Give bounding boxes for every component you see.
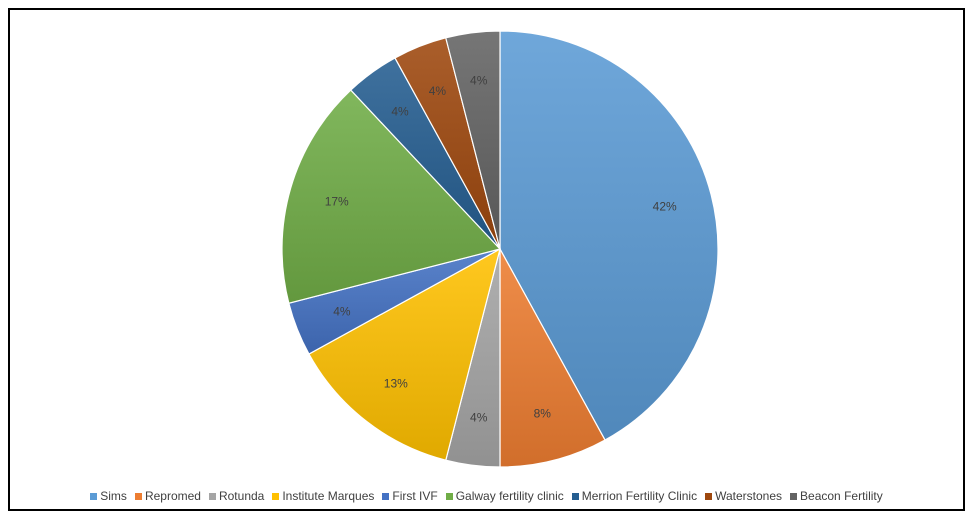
- pie-slice-sims: [499, 30, 719, 441]
- legend-swatch: [90, 492, 98, 500]
- legend-label: Waterstones: [715, 489, 783, 503]
- legend-item-first-ivf: First IVF: [382, 489, 438, 503]
- legend-item-galway-fertility-clinic: Galway fertility clinic: [445, 489, 564, 503]
- legend-item-institute-marques: Institute Marques: [272, 489, 374, 503]
- pie-slice-repromed: [499, 248, 606, 468]
- legend-swatch: [445, 492, 453, 500]
- chart-area: 42% 8% 4% 13% 4% 17% 4% 4% 4% Sims Repromed Rotund…: [8, 8, 965, 511]
- legend-item-repromed: Repromed: [134, 489, 201, 503]
- data-label-institute-marques: 13%: [384, 376, 408, 390]
- legend-swatch: [705, 492, 713, 500]
- pie-slice-galway-fertility-clinic: [281, 89, 502, 304]
- legend-item-merrion-fertility-clinic: Merrion Fertility Clinic: [571, 489, 698, 503]
- legend-label: First IVF: [392, 489, 438, 503]
- data-label-merrion-fertility-clinic: 4%: [391, 104, 409, 118]
- data-label-repromed: 8%: [534, 407, 552, 421]
- data-label-rotunda: 4%: [470, 411, 488, 425]
- data-label-galway-fertility-clinic: 17%: [325, 195, 349, 209]
- legend-swatch: [571, 492, 579, 500]
- legend-label: Sims: [100, 489, 127, 503]
- legend-label: Beacon Fertility: [800, 489, 883, 503]
- pie-labels: 42% 8% 4% 13% 4% 17% 4% 4% 4%: [325, 73, 677, 424]
- legend-label: Repromed: [144, 489, 201, 503]
- pie-slices: [281, 30, 719, 468]
- legend-swatch: [134, 492, 142, 500]
- legend-swatch: [790, 492, 798, 500]
- legend-item-waterstones: Waterstones: [705, 489, 782, 503]
- legend-swatch: [382, 492, 390, 500]
- legend-swatch: [272, 492, 280, 500]
- pie-chart: 42% 8% 4% 13% 4% 17% 4% 4% 4%: [281, 30, 719, 468]
- legend-item-rotunda: Rotunda: [208, 489, 265, 503]
- legend-label: Merrion Fertility Clinic: [581, 489, 698, 503]
- data-label-sims: 42%: [653, 200, 677, 214]
- legend-item-beacon-fertility: Beacon Fertility: [790, 489, 883, 503]
- legend-label: Galway fertility clinic: [455, 489, 564, 503]
- data-label-first-ivf: 4%: [333, 305, 351, 319]
- legend-label: Rotunda: [218, 489, 265, 503]
- legend-item-sims: Sims: [90, 489, 127, 503]
- pie-slice-institute-marques: [308, 247, 501, 461]
- legend-swatch: [208, 492, 216, 500]
- legend-label: Institute Marques: [282, 489, 375, 503]
- data-label-waterstones: 4%: [429, 84, 447, 98]
- pie-slice-beacon-fertility: [445, 30, 501, 250]
- data-label-beacon-fertility: 4%: [470, 73, 488, 87]
- legend: Sims Repromed Rotunda Institute Marques Firs…: [10, 489, 963, 503]
